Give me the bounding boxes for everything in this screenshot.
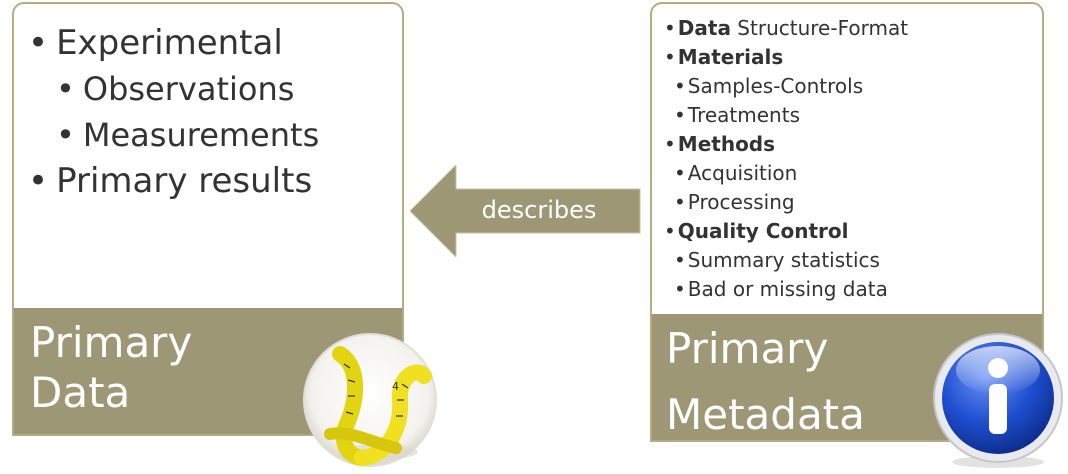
info-icon: [933, 333, 1063, 468]
list-item-bold: Materials: [677, 45, 784, 69]
list-item: • Primary results: [28, 158, 319, 204]
list-item-text: Primary results: [56, 161, 313, 201]
primary-data-title: Primary Data: [30, 318, 270, 418]
list-item-text: Summary statistics: [687, 248, 880, 272]
primary-data-card: • Experimental • Observations • Measurement…: [12, 2, 404, 436]
bullet-icon: •: [674, 74, 686, 98]
list-item-bold: Quality Control: [677, 219, 849, 243]
describes-arrow: [410, 165, 641, 257]
bullet-icon: •: [664, 45, 676, 69]
primary-data-list: • Experimental • Observations • Measurement…: [28, 20, 319, 204]
bullet-icon: •: [674, 103, 686, 127]
bullet-icon: •: [674, 190, 686, 214]
list-item: • Summary statistics: [664, 246, 908, 275]
list-item-text: Samples-Controls: [687, 74, 864, 98]
list-item: • Processing: [664, 188, 908, 217]
title-line: Primary: [30, 318, 193, 367]
list-item-text: Experimental: [56, 23, 283, 63]
bullet-icon: •: [674, 248, 686, 272]
list-item-text: Bad or missing data: [687, 277, 888, 301]
list-item: • Bad or missing data: [664, 275, 908, 304]
svg-text:4: 4: [392, 380, 399, 393]
bullet-icon: •: [674, 277, 686, 301]
primary-metadata-title: Primary Metadata: [666, 316, 946, 440]
list-item: • Acquisition: [664, 159, 908, 188]
primary-metadata-list: • Data Structure-Format • Materials • Sampl…: [664, 14, 908, 304]
list-item-bold: Methods: [677, 132, 776, 156]
bullet-icon: •: [28, 23, 49, 63]
arrow-label: describes: [481, 196, 597, 224]
bullet-icon: •: [56, 116, 75, 154]
bullet-icon: •: [56, 70, 75, 108]
list-item-text: Observations: [82, 70, 295, 108]
list-item-text: Treatments: [687, 103, 800, 127]
bullet-icon: •: [664, 132, 676, 156]
list-item: • Samples-Controls: [664, 72, 908, 101]
list-item: • Observations: [28, 66, 319, 112]
list-item-text: Structure-Format: [730, 16, 909, 40]
list-item-bold: Data: [677, 16, 731, 40]
primary-data-footer: Primary Data: [14, 308, 402, 434]
bullet-icon: •: [664, 219, 676, 243]
title-line: Data: [30, 368, 131, 417]
bullet-icon: •: [674, 161, 686, 185]
list-item-text: Processing: [687, 190, 795, 214]
list-item: • Data Structure-Format: [664, 14, 908, 43]
list-item: • Measurements: [28, 112, 319, 158]
list-item-text: Measurements: [82, 116, 320, 154]
title-line: Metadata: [666, 390, 865, 439]
list-item: • Materials: [664, 43, 908, 72]
tape-measure-icon: 4: [303, 333, 437, 467]
bullet-icon: •: [664, 16, 676, 40]
list-item: • Treatments: [664, 101, 908, 130]
bullet-icon: •: [28, 161, 49, 201]
list-item: • Quality Control: [664, 217, 908, 246]
list-item: • Experimental: [28, 20, 319, 66]
title-line: Primary: [666, 324, 829, 373]
list-item-text: Acquisition: [687, 161, 798, 185]
list-item: • Methods: [664, 130, 908, 159]
